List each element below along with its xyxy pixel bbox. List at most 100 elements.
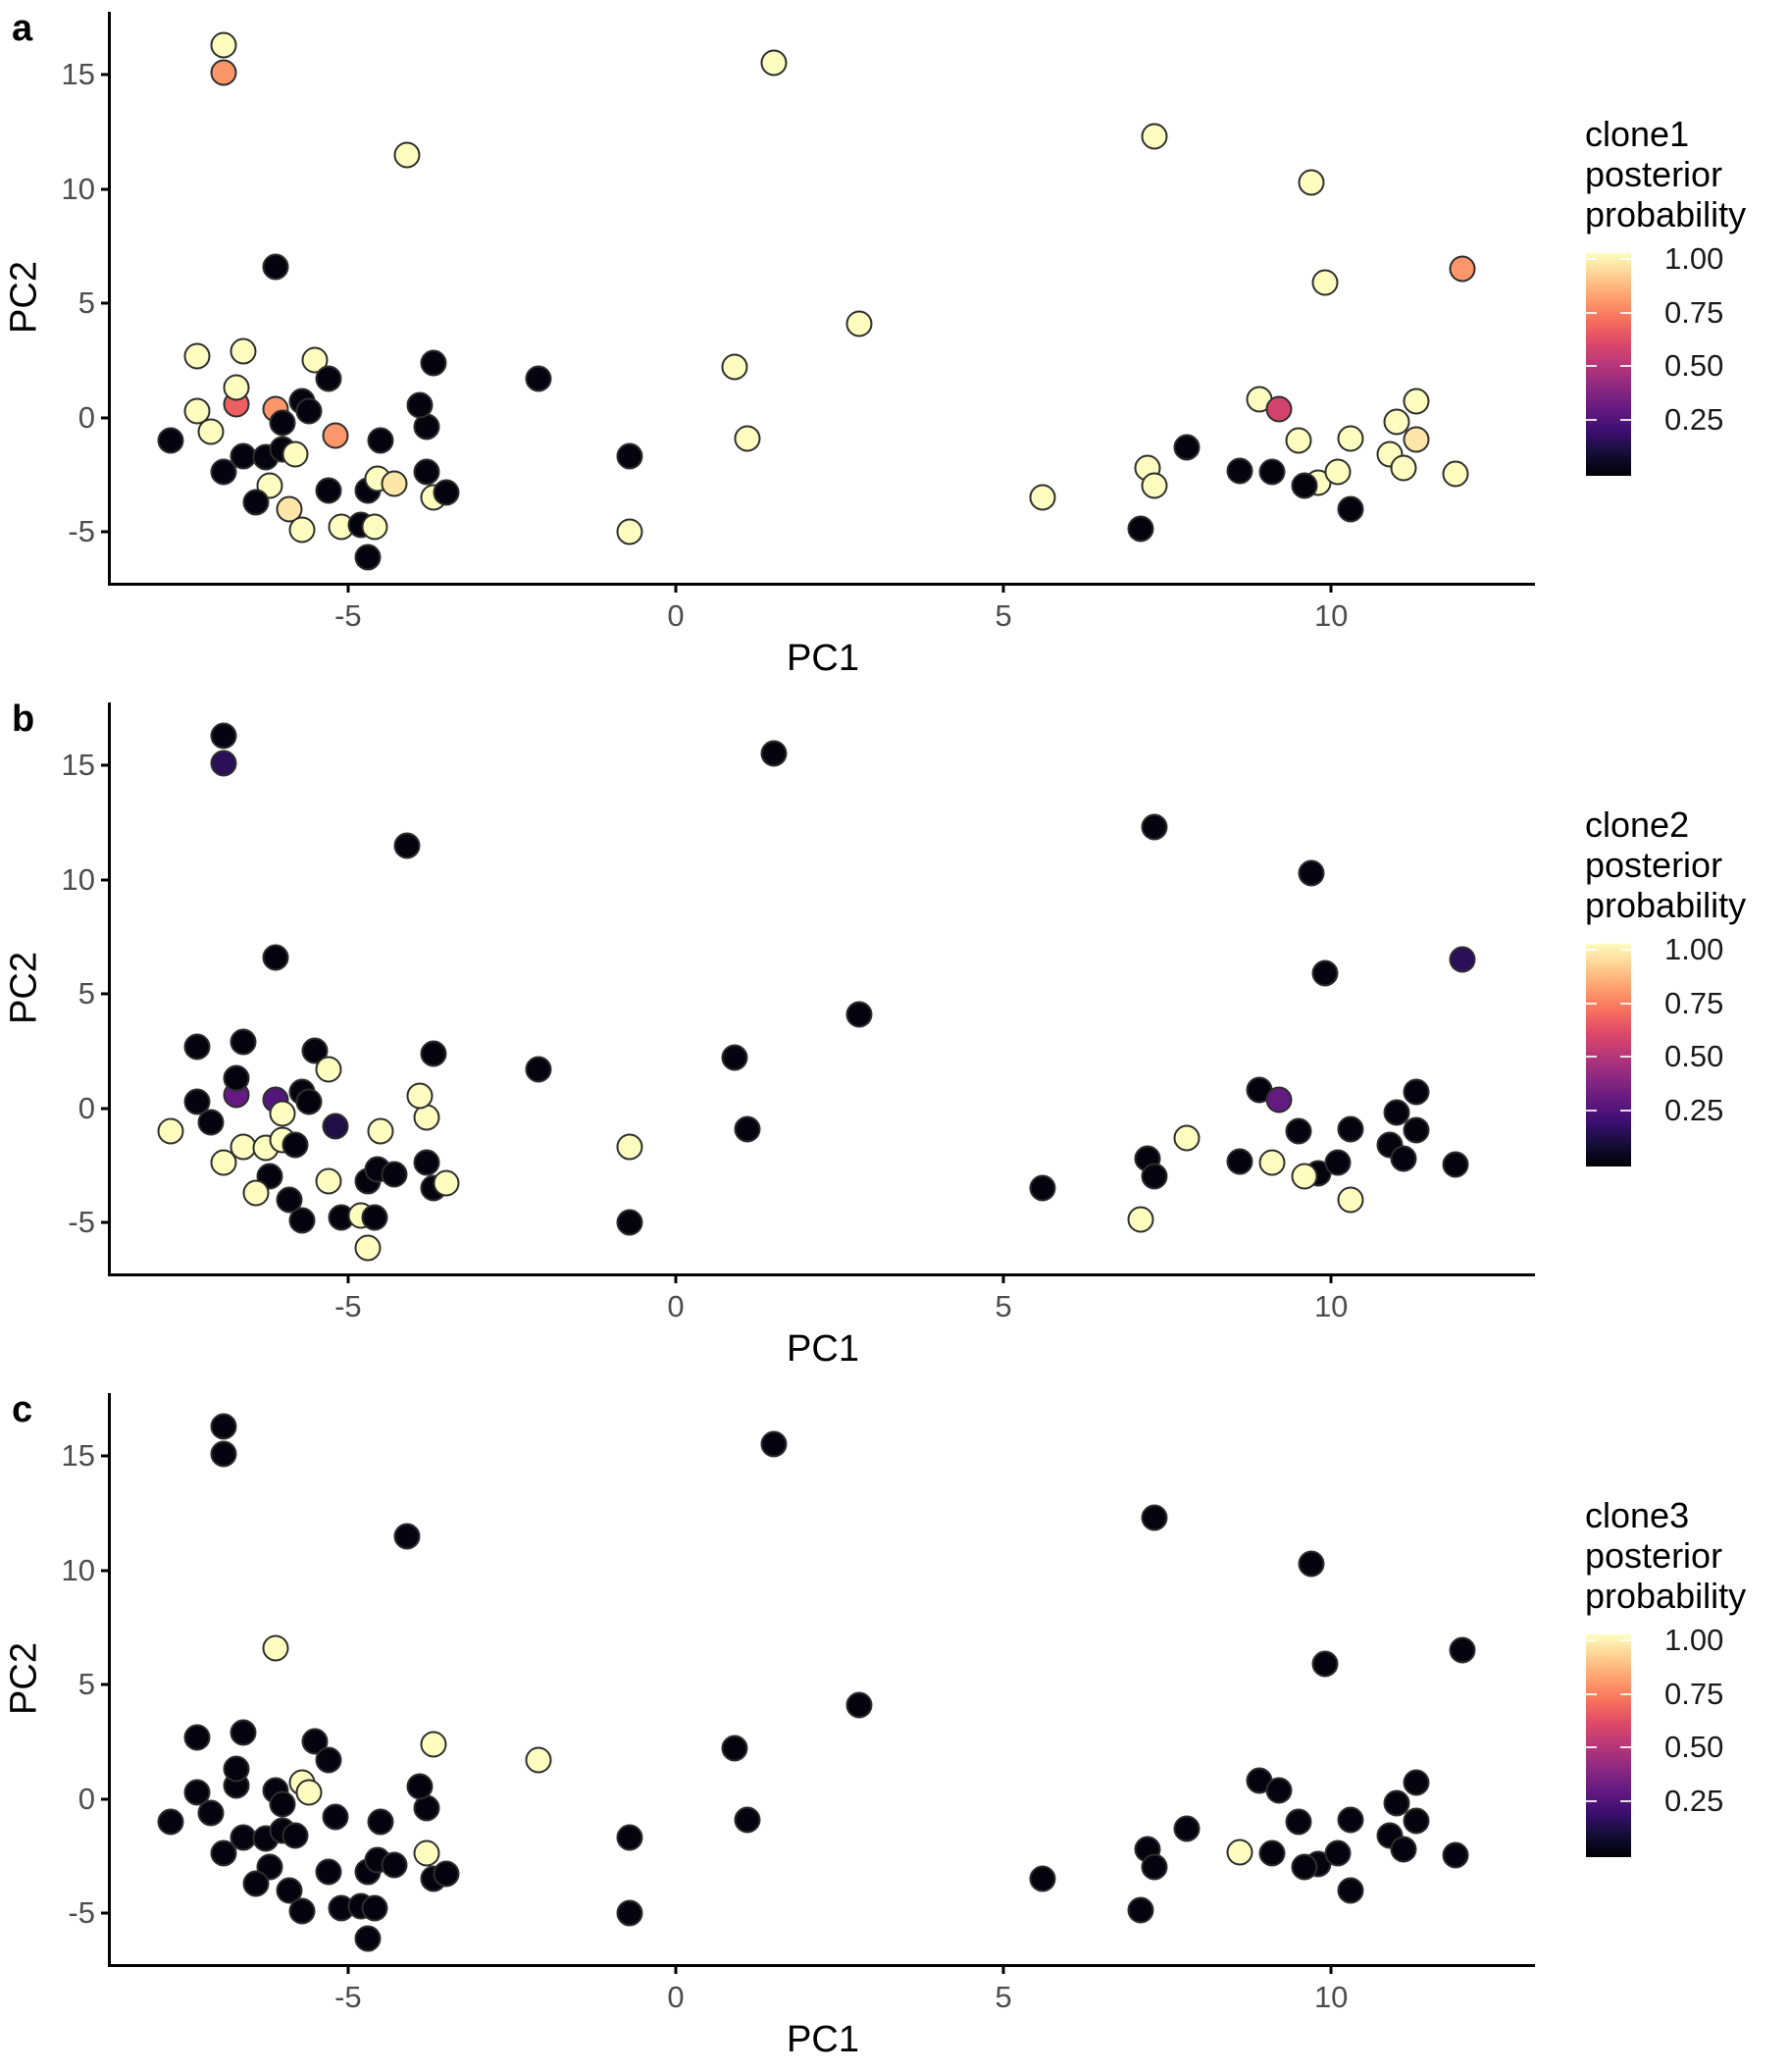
data-point — [406, 391, 434, 419]
colorbar-tick — [1586, 418, 1597, 421]
data-point — [361, 513, 388, 541]
x-axis-tick — [1001, 1964, 1005, 1974]
colorbar-tick — [1620, 1002, 1631, 1005]
x-axis-tick — [1001, 583, 1005, 593]
y-axis-tick-label: -5 — [68, 514, 95, 549]
data-point — [760, 1430, 788, 1458]
data-point — [1173, 434, 1201, 461]
data-point — [295, 397, 323, 425]
data-point — [1403, 388, 1430, 415]
data-point — [183, 342, 211, 370]
data-point — [354, 1925, 382, 1952]
data-point — [393, 141, 421, 169]
legend-title-clone1: clone1 posterior probability — [1585, 114, 1747, 234]
data-point — [295, 1779, 323, 1806]
data-point — [315, 477, 342, 504]
x-axis-tick-label: 5 — [995, 1289, 1012, 1323]
data-point — [230, 337, 257, 365]
colorbar-clone1: 1.00 0.75 0.50 0.25 — [1586, 241, 1723, 476]
data-point — [616, 442, 643, 470]
data-point — [1324, 1839, 1352, 1867]
colorbar-tick-label: 0.75 — [1664, 294, 1724, 330]
data-point — [1141, 472, 1168, 499]
panel-label-c: c — [12, 1389, 33, 1430]
data-point — [281, 1822, 309, 1849]
data-point — [315, 365, 342, 392]
data-point — [1291, 1853, 1318, 1881]
data-point — [845, 1001, 873, 1028]
x-axis-tick — [1001, 1273, 1005, 1283]
colorbar-tick — [1620, 365, 1631, 367]
colorbar-clone3: 1.00 0.75 0.50 0.25 — [1586, 1623, 1723, 1857]
data-point — [269, 1100, 296, 1127]
data-point — [157, 1117, 184, 1145]
data-point — [315, 1167, 342, 1195]
y-axis-tick-label: 10 — [61, 861, 95, 897]
colorbar-tick-label: 1.00 — [1664, 932, 1724, 966]
data-point — [525, 1746, 552, 1774]
data-point — [281, 440, 309, 468]
data-point — [1258, 458, 1286, 486]
plot-area-a: PC1 PC2 -5 0 5 10 15 10 5 0 -5 — [4, 12, 1535, 679]
data-point — [197, 1109, 225, 1136]
data-point — [381, 1161, 408, 1188]
data-point — [295, 1088, 323, 1115]
y-axis-tick — [101, 1569, 111, 1573]
data-point — [230, 1133, 257, 1161]
colorbar-tick — [1586, 258, 1597, 260]
data-point — [1383, 408, 1410, 436]
data-point — [210, 1440, 237, 1468]
y-axis-tick — [101, 530, 111, 534]
data-point — [525, 365, 552, 392]
data-point — [1258, 1839, 1286, 1867]
data-point — [760, 49, 788, 77]
colorbar-tick — [1586, 1799, 1597, 1802]
data-point — [1226, 1148, 1253, 1175]
x-axis-tick — [1329, 583, 1333, 593]
data-point — [183, 1724, 211, 1751]
y-axis-title: PC2 — [3, 952, 45, 1024]
data-point — [1403, 1116, 1430, 1144]
colorbar-tick — [1586, 1746, 1597, 1748]
data-point — [262, 253, 289, 281]
x-axis-tick — [346, 1273, 350, 1283]
x-axis-tick-label: -5 — [334, 1289, 362, 1323]
data-point — [223, 1064, 250, 1092]
data-point — [288, 1897, 316, 1925]
x-axis-tick — [346, 1964, 350, 1974]
panel-label-a: a — [12, 8, 33, 49]
data-point — [413, 1149, 440, 1176]
data-point — [315, 1858, 342, 1886]
data-point — [367, 1117, 394, 1145]
data-point — [1298, 169, 1325, 196]
x-axis-tick-label: 10 — [1313, 598, 1349, 633]
colorbar-clone2: 1.00 0.75 0.50 0.25 — [1586, 932, 1723, 1166]
colorbar-tick-label: 0.75 — [1664, 1676, 1724, 1711]
x-axis-tick — [1329, 1273, 1333, 1283]
data-point — [288, 1207, 316, 1234]
data-point — [1390, 1836, 1417, 1863]
colorbar-tick-label: 0.25 — [1664, 401, 1724, 437]
colorbar-tick-label: 1.00 — [1664, 241, 1724, 276]
data-point — [1390, 454, 1417, 482]
data-point — [1337, 495, 1364, 523]
data-point — [1337, 425, 1364, 452]
data-point — [1141, 1853, 1168, 1881]
data-point — [1291, 472, 1318, 499]
data-point — [1311, 1650, 1338, 1678]
data-point — [525, 1056, 552, 1083]
colorbar-tick-label: 0.50 — [1664, 1039, 1724, 1073]
data-point — [1029, 484, 1056, 511]
data-point — [1141, 813, 1168, 841]
y-axis-tick-label: 15 — [61, 748, 95, 783]
legend-title-clone2: clone2 posterior probability — [1585, 804, 1747, 925]
data-point — [1324, 1149, 1352, 1176]
data-point — [315, 1746, 342, 1774]
data-point — [197, 418, 225, 445]
data-point — [210, 750, 237, 777]
y-axis-tick — [101, 73, 111, 77]
data-point — [1403, 426, 1430, 453]
data-point — [315, 1056, 342, 1083]
data-point — [1226, 1839, 1253, 1866]
y-axis-tick-label: 15 — [61, 1438, 95, 1474]
